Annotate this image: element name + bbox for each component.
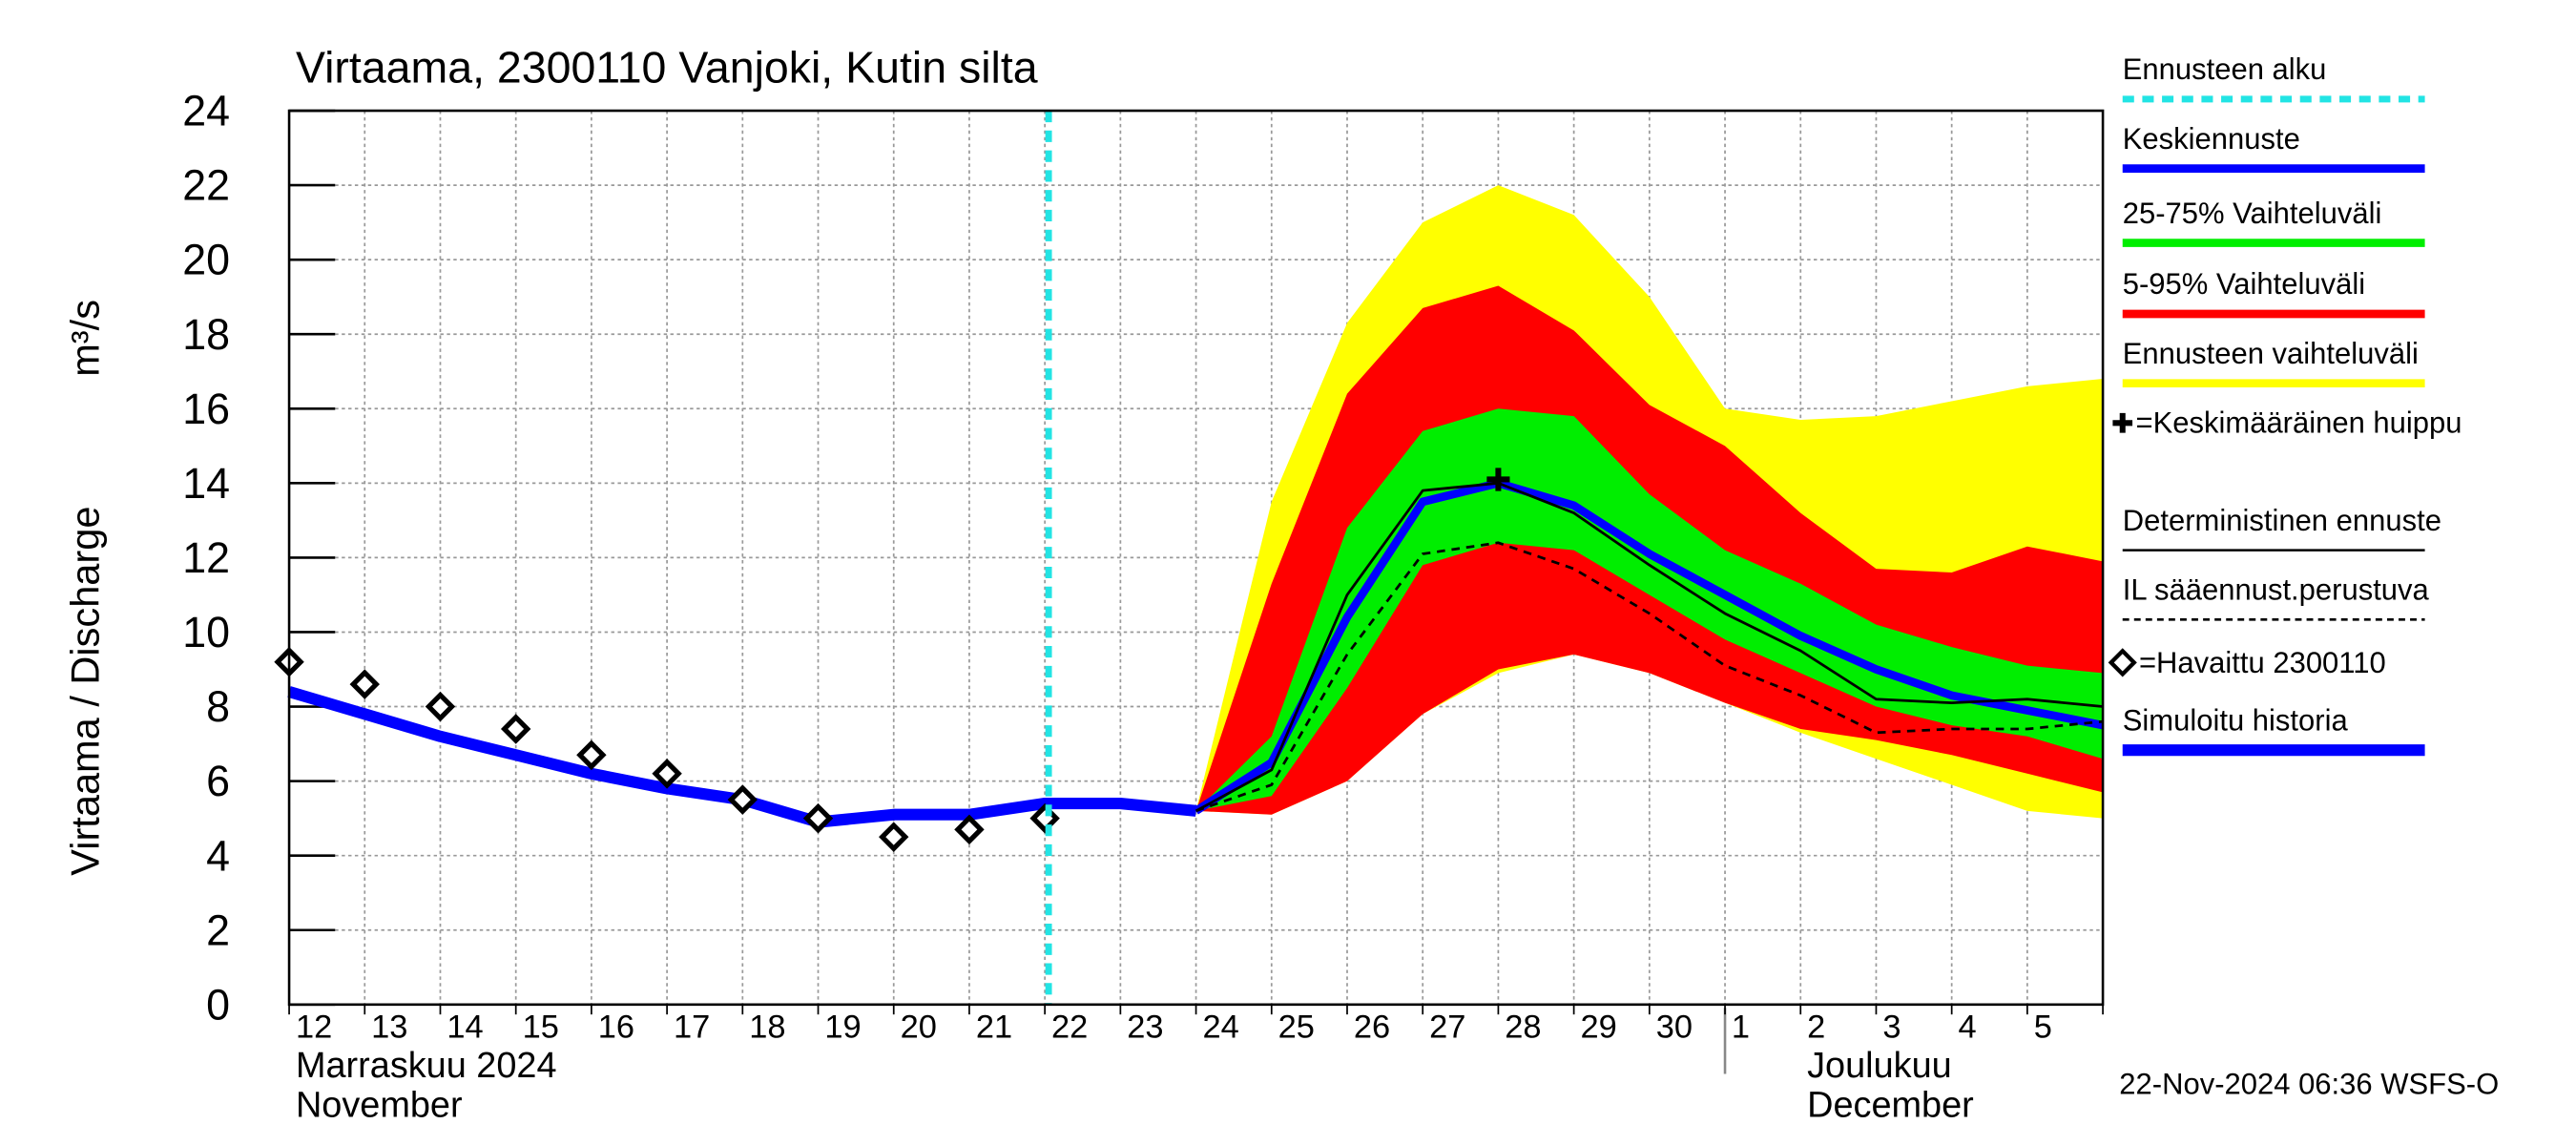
forecast-line [1195,541,2104,813]
chart-title: Virtaama, 2300110 Vanjoki, Kutin silta [296,42,1038,92]
observed-point [954,814,985,845]
x-tick-label: 17 [674,1009,710,1045]
x-tick-label: 23 [1127,1009,1163,1045]
x-tick-label: 24 [1202,1009,1238,1045]
observed-point [500,714,531,744]
forecast-line [1194,479,2104,815]
x-tick-label: 29 [1581,1009,1617,1045]
plot-frame [287,109,2105,1007]
x-tick-label: 15 [523,1009,559,1045]
x-tick-label: 27 [1429,1009,1465,1045]
y-tick-label: 18 [182,310,230,359]
x-tick-label: 25 [1278,1009,1315,1045]
x-tick-label: 16 [598,1009,634,1045]
legend-symbol [2112,412,2133,433]
observed-point [349,669,380,699]
x-tick-label: 4 [1959,1009,1977,1045]
x-tick-label: 30 [1656,1009,1693,1045]
x-tick-label: 28 [1505,1009,1541,1045]
x-tick-label: 21 [976,1009,1012,1045]
legend-label: 5-95% Vaihteluväli [2123,267,2365,301]
peak-marker [1486,468,1510,491]
legend-label: IL sääennust.perustuva [2123,572,2430,606]
x-tick-label: 3 [1882,1009,1901,1045]
timestamp: 22-Nov-2024 06:36 WSFS-O [2119,1067,2499,1100]
x-tick-label: 14 [447,1009,483,1045]
x-tick-label: 13 [371,1009,407,1045]
y-axis-unit: m³/s [62,300,107,377]
legend-label: Deterministinen ennuste [2123,504,2441,537]
y-tick-label: 22 [182,161,230,210]
y-tick-label: 8 [206,682,230,731]
legend-label: =Keskimääräinen huippu [2136,406,2462,440]
y-tick-label: 12 [182,533,230,582]
legend-label: Ennusteen alku [2123,52,2327,86]
month-label: November [296,1085,463,1125]
x-tick-label: 2 [1807,1009,1825,1045]
legend-label: Keskiennuste [2123,122,2300,156]
y-tick-label: 2 [206,906,230,954]
observed-point [727,784,758,815]
observed-point [576,739,607,771]
y-tick-label: 14 [182,459,230,508]
y-tick-label: 16 [182,385,230,433]
x-tick-label: 12 [296,1009,332,1045]
x-tick-label: 19 [824,1009,861,1045]
y-tick-label: 24 [182,86,230,135]
y-axis-title: Virtaama / Discharge [62,507,107,876]
x-tick-label: 20 [901,1009,937,1045]
y-tick-label: 0 [206,980,230,1029]
legend-symbol [2108,648,2137,677]
x-tick-label: 18 [749,1009,785,1045]
x-tick-label: 5 [2034,1009,2052,1045]
y-tick-label: 6 [206,757,230,805]
observed-point [802,802,834,834]
legend-label: 25-75% Vaihteluväli [2123,197,2382,230]
month-label: Joulukuu [1807,1046,1952,1086]
observed-point [652,759,682,789]
legend-label: =Havaittu 2300110 [2139,646,2386,679]
observed-point [425,691,456,722]
x-tick-label: 26 [1354,1009,1390,1045]
month-label: December [1807,1085,1974,1125]
y-tick-label: 20 [182,236,230,284]
y-tick-label: 10 [182,608,230,656]
x-tick-label: 1 [1732,1009,1750,1045]
legend-label: Ennusteen vaihteluväli [2123,337,2419,370]
observed-point [879,822,909,852]
legend-label: Simuloitu historia [2123,703,2349,737]
forecast-line [1195,481,2104,813]
y-tick-label: 4 [206,831,230,880]
month-label: Marraskuu 2024 [296,1046,557,1086]
x-tick-label: 22 [1051,1009,1088,1045]
